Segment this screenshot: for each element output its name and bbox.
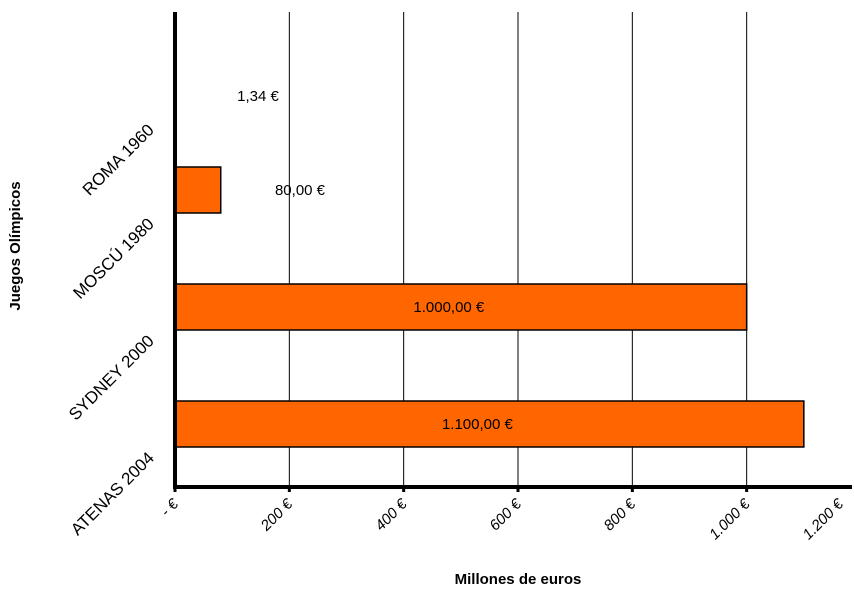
y-axis-title: Juegos Olímpicos: [7, 181, 24, 310]
bars: [174, 72, 805, 448]
x-tick-label: 600 €: [486, 495, 525, 534]
x-tick-labels: - € 200 € 400 € 600 € 800 € 1.000 € 1.200 €: [157, 495, 847, 543]
x-tick-label: 200 €: [257, 495, 297, 535]
category-label: ATENAS 2004: [67, 448, 158, 539]
x-tick-label: - €: [157, 495, 182, 520]
category-label: ROMA 1960: [79, 120, 158, 199]
x-tick-label: 400 €: [372, 495, 411, 534]
x-tick-label: 1.200 €: [799, 495, 847, 543]
data-label: 1,34 €: [237, 88, 279, 105]
category-labels: ATENAS 2004 SYDNEY 2000 MOSCÚ 1980 ROMA 196…: [65, 120, 158, 539]
x-tick-label: 800 €: [601, 495, 640, 534]
data-label: 1.000,00 €: [413, 299, 485, 316]
bar: [174, 166, 222, 214]
x-axis-title: Millones de euros: [455, 571, 582, 588]
category-label: MOSCÚ 1980: [70, 214, 158, 302]
x-tick-label: 1.000 €: [706, 495, 754, 543]
bar: [174, 400, 805, 448]
data-label: 1.100,00 €: [442, 416, 514, 433]
data-labels: 1.100,00 € 1.000,00 € 80,00 € 1,34 €: [237, 88, 513, 433]
axes: [173, 12, 852, 492]
data-label: 80,00 €: [275, 182, 326, 199]
category-label: SYDNEY 2000: [65, 331, 158, 424]
